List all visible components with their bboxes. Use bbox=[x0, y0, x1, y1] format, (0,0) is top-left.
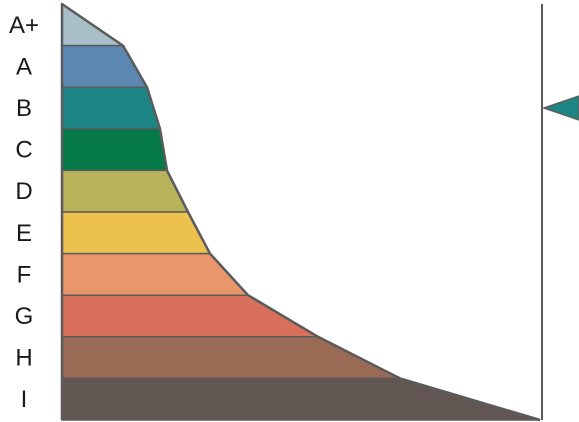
grade-band-b bbox=[61, 86, 162, 130]
grade-label-a-plus: A+ bbox=[9, 12, 39, 39]
grade-label-f: F bbox=[17, 261, 32, 288]
grade-label-e: E bbox=[16, 220, 32, 247]
grade-band-h bbox=[61, 336, 401, 380]
scale-outline bbox=[60, 2, 541, 422]
grade-band-c bbox=[61, 128, 168, 172]
grade-band-f bbox=[61, 252, 250, 296]
grade-label-h: H bbox=[15, 345, 32, 372]
grade-label-c: C bbox=[15, 137, 32, 164]
current-grade-marker bbox=[541, 95, 579, 121]
grade-label-a: A bbox=[16, 53, 32, 80]
grade-label-i: I bbox=[21, 386, 28, 413]
grade-band-e bbox=[61, 211, 212, 255]
grade-label-d: D bbox=[15, 178, 32, 205]
grade-band-g bbox=[61, 294, 321, 338]
grade-label-b: B bbox=[16, 95, 32, 122]
grade-label-g: G bbox=[15, 303, 34, 330]
